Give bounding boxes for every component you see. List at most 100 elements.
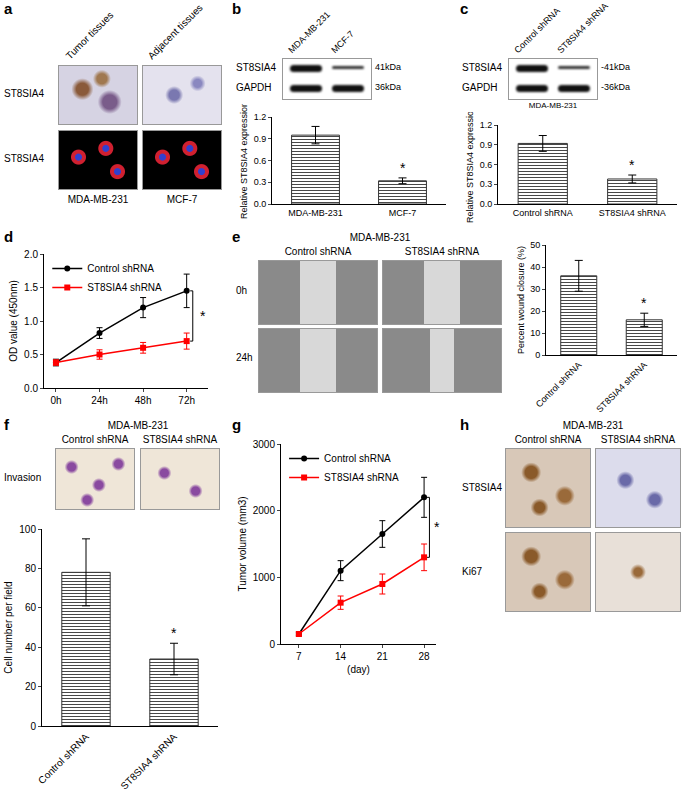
svg-text:Cell number per field: Cell number per field [3, 581, 14, 673]
html-text:ST8SIA4 shRNA: ST8SIA4 shRNA [404, 246, 480, 257]
html-text:ST8SIA4 shRNA: ST8SIA4 shRNA [600, 434, 676, 445]
svg-text:100: 100 [19, 524, 36, 535]
svg-text:0: 0 [535, 350, 540, 360]
svg-text:0.6: 0.6 [480, 160, 493, 170]
svg-text:1.0: 1.0 [24, 316, 38, 327]
svg-text:*: * [434, 519, 440, 535]
html-text:MCF-7: MCF-7 [329, 28, 356, 56]
svg-text:Control shRNA: Control shRNA [36, 731, 91, 786]
svg-text:48h: 48h [135, 395, 152, 406]
svg-text:Relative ST8SIA4 expression: Relative ST8SIA4 expression [465, 112, 475, 223]
html-text:Tumor tissues: Tumor tissues [63, 9, 116, 62]
svg-text:ST8SIA4 shRNA: ST8SIA4 shRNA [87, 282, 162, 293]
svg-text:*: * [400, 160, 406, 176]
svg-text:ST8SIA4 shRNA: ST8SIA4 shRNA [594, 360, 648, 414]
html-text:Invasion: Invasion [4, 472, 42, 483]
svg-text:21: 21 [377, 651, 389, 662]
svg-text:72h: 72h [178, 395, 195, 406]
svg-text:Control shRNA: Control shRNA [324, 453, 391, 464]
svg-text:60: 60 [25, 602, 37, 613]
svg-text:ST8SIA4 shRNA: ST8SIA4 shRNA [324, 472, 399, 483]
html-text:MDA-MB-231: MDA-MB-231 [107, 420, 169, 431]
html-text:Control shRNA: Control shRNA [512, 5, 562, 56]
svg-text:1.2: 1.2 [480, 120, 493, 130]
svg-text:24h: 24h [91, 395, 108, 406]
svg-text:Percent wound closure (%): Percent wound closure (%) [516, 246, 526, 354]
html-text:ST8SIA4: ST8SIA4 [462, 482, 502, 493]
svg-text:30: 30 [530, 284, 540, 294]
svg-text:*: * [641, 295, 647, 311]
html-text:-41kDa: -41kDa [601, 62, 630, 72]
svg-text:*: * [171, 625, 177, 641]
html-text:ST8SIA4: ST8SIA4 [4, 88, 44, 99]
svg-text:80: 80 [25, 563, 37, 574]
svg-text:0.0: 0.0 [254, 199, 267, 209]
svg-text:*: * [200, 308, 206, 324]
svg-text:20: 20 [530, 306, 540, 316]
svg-text:50: 50 [530, 240, 540, 250]
html-text:ST8SIA4 shRNA: ST8SIA4 shRNA [142, 434, 218, 445]
html-text:MDA-MB-231: MDA-MB-231 [67, 194, 129, 205]
svg-text:40: 40 [530, 262, 540, 272]
svg-text:0.0: 0.0 [480, 199, 493, 209]
html-text:b: b [232, 0, 242, 17]
svg-text:0h: 0h [50, 395, 61, 406]
svg-text:ST8SIA4 shRNA: ST8SIA4 shRNA [119, 731, 180, 792]
html-text:ST8SIA4: ST8SIA4 [462, 62, 502, 73]
svg-text:7: 7 [296, 651, 302, 662]
html-text:Ki67: Ki67 [462, 566, 482, 577]
svg-text:0: 0 [269, 639, 275, 650]
svg-text:0.3: 0.3 [254, 177, 267, 187]
svg-text:0.0: 0.0 [24, 383, 38, 394]
html-text:MDA-MB-231: MDA-MB-231 [286, 9, 332, 56]
html-text:0h: 0h [236, 285, 248, 296]
svg-text:Tumor volume (mm3): Tumor volume (mm3) [237, 496, 248, 591]
svg-text:0.9: 0.9 [480, 140, 493, 150]
svg-text:MDA-MB-231: MDA-MB-231 [288, 208, 343, 218]
svg-text:3000: 3000 [253, 439, 276, 450]
svg-text:OD value (450nm): OD value (450nm) [8, 280, 19, 362]
svg-text:*: * [629, 157, 635, 173]
svg-text:14: 14 [335, 651, 347, 662]
html-text:d: d [4, 228, 14, 245]
svg-text:0.6: 0.6 [254, 156, 267, 166]
svg-text:1.5: 1.5 [24, 282, 38, 293]
svg-text:2000: 2000 [253, 505, 276, 516]
svg-text:20: 20 [25, 681, 37, 692]
svg-text:40: 40 [25, 642, 37, 653]
svg-text:0.3: 0.3 [480, 179, 493, 189]
html-text:h: h [460, 416, 470, 433]
svg-text:0: 0 [30, 721, 36, 732]
svg-text:(day): (day) [347, 664, 370, 675]
svg-text:Control shRNA: Control shRNA [534, 360, 584, 410]
svg-text:Relative ST8SIA4 expression: Relative ST8SIA4 expression [239, 104, 249, 219]
html-text:Control shRNA: Control shRNA [61, 434, 129, 445]
html-text:41kDa: 41kDa [375, 62, 401, 72]
svg-text:ST8SIA4 shRNA: ST8SIA4 shRNA [599, 208, 666, 218]
html-text:24h: 24h [236, 352, 253, 363]
svg-text:MCF-7: MCF-7 [389, 208, 417, 218]
html-text:MDA-MB-231: MDA-MB-231 [349, 232, 411, 243]
html-text:ST8SIA4: ST8SIA4 [236, 62, 276, 73]
html-text:-36kDa: -36kDa [601, 82, 630, 92]
html-text:Adjacent tissues: Adjacent tissues [145, 2, 205, 62]
svg-text:2.0: 2.0 [24, 249, 38, 260]
svg-text:28: 28 [419, 651, 431, 662]
svg-text:10: 10 [530, 328, 540, 338]
svg-text:1000: 1000 [253, 572, 276, 583]
html-text:36kDa: 36kDa [375, 82, 401, 92]
html-text:ST8SIA4 shRNA: ST8SIA4 shRNA [555, 0, 610, 56]
html-text:Control shRNA: Control shRNA [514, 434, 582, 445]
html-text:GAPDH: GAPDH [236, 82, 272, 93]
svg-text:1.2: 1.2 [254, 112, 267, 122]
html-text:GAPDH: GAPDH [462, 82, 498, 93]
svg-text:Control shRNA: Control shRNA [513, 208, 573, 218]
html-text:ST8SIA4: ST8SIA4 [4, 153, 44, 164]
svg-text:0.5: 0.5 [24, 349, 38, 360]
html-text:Control shRNA: Control shRNA [284, 246, 352, 257]
svg-text:0.9: 0.9 [254, 134, 267, 144]
html-text:MDA-MB-231: MDA-MB-231 [562, 420, 624, 431]
html-text:MCF-7: MCF-7 [166, 194, 198, 205]
svg-text:Control shRNA: Control shRNA [87, 263, 154, 274]
html-text:g: g [232, 416, 242, 433]
